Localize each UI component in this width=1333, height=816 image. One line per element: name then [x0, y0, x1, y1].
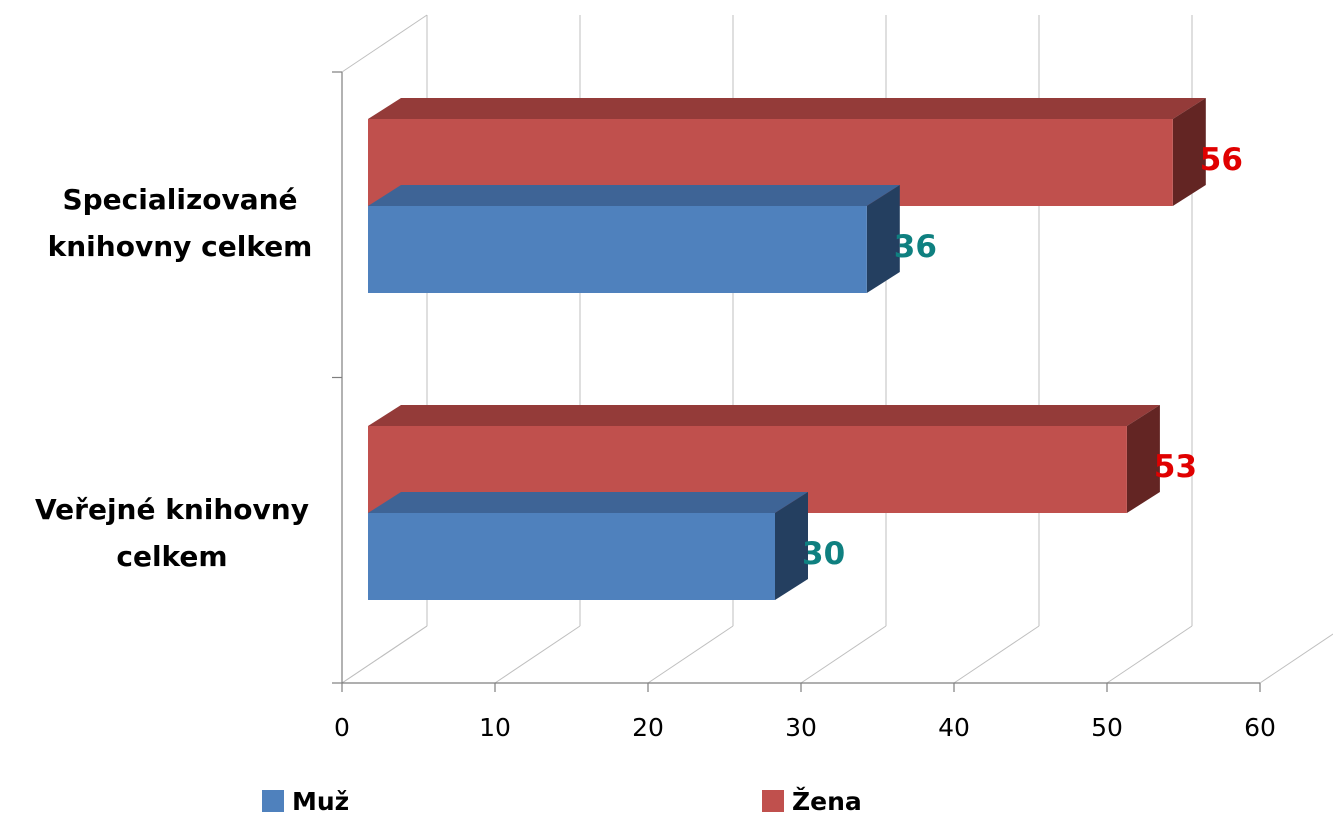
floor-gridline — [953, 625, 1040, 684]
legend-item-muz: Muž — [262, 786, 349, 816]
legend-label-zena: Žena — [792, 786, 862, 816]
category-label-specializovane: Specializované knihovny celkem — [10, 176, 350, 270]
data-label: 36 — [894, 229, 937, 265]
bar-top-face — [368, 185, 900, 206]
floor-gridline — [494, 625, 581, 684]
label-layer: 53 30 56 36 — [802, 142, 1243, 572]
floor-gridline — [647, 625, 734, 684]
legend-swatch-muz — [262, 790, 284, 812]
floor-gridline — [1259, 633, 1333, 684]
x-tick-label: 0 — [334, 713, 350, 742]
data-label: 30 — [802, 536, 845, 572]
data-label: 53 — [1154, 449, 1197, 485]
legend-label-muz: Muž — [292, 786, 350, 816]
bar — [368, 513, 775, 600]
category-label-line: Specializované — [62, 183, 298, 216]
category-label-line: Veřejné knihovny — [35, 493, 309, 526]
category-label-verejne: Veřejné knihovny celkem — [2, 486, 342, 580]
x-tick-label: 40 — [938, 713, 970, 742]
bar-side-face — [1172, 98, 1206, 206]
legend-item-zena: Žena — [762, 786, 862, 816]
bar-top-face — [368, 492, 808, 513]
category-label-line: celkem — [116, 540, 228, 573]
bar-side-face — [1126, 405, 1160, 513]
bar-side-face — [775, 492, 808, 600]
bar-side-face — [866, 185, 900, 293]
x-tick-label: 20 — [632, 713, 664, 742]
floor-gridline — [800, 625, 887, 684]
floor-gridline — [1106, 625, 1193, 684]
axis-layer: 0 10 20 30 40 50 60 — [332, 71, 1276, 742]
bar-top-face — [368, 405, 1160, 426]
bar — [368, 206, 867, 293]
legend-swatch-zena — [762, 790, 784, 812]
bar-layer — [368, 98, 1206, 600]
x-tick-label: 60 — [1244, 713, 1276, 742]
x-tick-label: 50 — [1091, 713, 1123, 742]
bar-top-face — [368, 98, 1206, 119]
side-wall-top-edge — [341, 14, 428, 73]
x-tick-label: 10 — [479, 713, 511, 742]
side-wall-bottom-edge — [341, 625, 428, 684]
x-tick-label: 30 — [785, 713, 817, 742]
data-label: 56 — [1200, 142, 1243, 178]
category-label-line: knihovny celkem — [47, 230, 313, 263]
